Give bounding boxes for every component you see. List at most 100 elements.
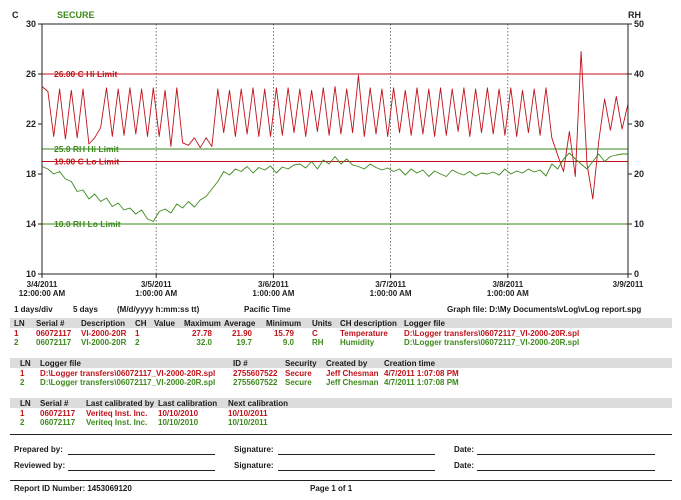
limit-lines: 26.00 C Hi Limit 19.00 C Lo Limit 25.0 RH …	[42, 69, 628, 229]
summary-row1-cell-6: 21.90	[231, 329, 252, 338]
summary-row1-cell-10[interactable]: D:\Logger transfers\06072117_VI-2000-20R…	[404, 329, 580, 338]
series-line-humidity	[41, 152, 628, 222]
summary-row2-cell-6: 19.7	[236, 338, 252, 347]
axis-ticks: 10 14 18 22 26 30 0 10 20 30 40 50 3/4/201112:00:00 …	[19, 19, 644, 298]
report-id: Report ID Number: 1453069120	[14, 484, 132, 493]
date-label-2: Date:	[454, 461, 475, 470]
summary-row1-cell-3: 1	[135, 329, 140, 338]
prepared-by-line[interactable]	[68, 454, 215, 455]
left-axis-label: C	[12, 10, 19, 20]
x-tick-time-3: 1:00:00 AM	[370, 289, 412, 298]
logger-row2-cell-2: 2755607522	[233, 378, 278, 387]
logger-row2-cell-1[interactable]: D:\Logger transfers\06072117_VI-2000-20R…	[40, 378, 216, 387]
left-tick-label-3: 22	[26, 119, 36, 129]
x-tick-time-0: 12:00:00 AM	[19, 289, 66, 298]
footer-rule	[10, 480, 672, 481]
logger-row2-cell-5: 4/7/2011 1:07:08 PM	[384, 378, 459, 387]
calib-row2-cell-3: 10/10/2010	[158, 418, 199, 427]
left-tick-label-5: 30	[26, 19, 36, 29]
logger-row1-cell-3: Secure	[285, 369, 312, 378]
summary-header-1: Serial #	[36, 319, 65, 328]
summary-row2-cell-7: 9.0	[282, 338, 294, 347]
date-format: (M/d/yyyy h:mm:ss tt)	[117, 305, 200, 314]
limit-label-0: 26.00 C Hi Limit	[54, 69, 117, 79]
limit-label-3: 10.0 RH Lo Limit	[54, 219, 121, 229]
chart-title: SECURE	[57, 10, 95, 20]
signature-line-2[interactable]	[278, 470, 435, 471]
right-tick-label-4: 40	[634, 69, 644, 79]
summary-header-6: Average	[224, 319, 256, 328]
summary-row2-cell-3: 2	[135, 338, 140, 347]
summary-row2-cell-10[interactable]: D:\Logger transfers\06072117_VI-2000-20R…	[404, 338, 580, 347]
calib-header-1: Serial #	[40, 399, 69, 408]
table2-header-bg	[10, 358, 672, 368]
calib-row1-cell-3: 10/10/2010	[158, 409, 199, 418]
signature-label-2: Signature:	[234, 461, 274, 470]
calib-row2-cell-1: 06072117	[40, 418, 76, 427]
logger-row2-cell-3: Secure	[285, 378, 312, 387]
calib-header-3: Last calibration	[158, 399, 218, 408]
reviewed-by-line[interactable]	[68, 470, 215, 471]
x-tick-date-3: 3/7/2011	[375, 280, 406, 289]
date-label-1: Date:	[454, 445, 475, 454]
table1-header-bg	[10, 318, 672, 328]
summary-row2-cell-5: 32.0	[196, 338, 212, 347]
x-tick-date-4: 3/8/2011	[492, 280, 523, 289]
calib-row2-cell-2: Veriteq Inst. Inc.	[86, 418, 148, 427]
summary-row1-cell-7: 15.79	[273, 329, 294, 338]
x-tick-date-1: 3/5/2011	[141, 280, 172, 289]
summary-header-10: Logger file	[404, 319, 445, 328]
logger-header-5: Creation time	[384, 359, 436, 368]
time-zone: Pacific Time	[244, 305, 291, 314]
series-line-temperature	[41, 51, 629, 200]
logger-row1-cell-0: 1	[20, 369, 25, 378]
right-tick-label-5: 50	[634, 19, 644, 29]
x-tick-time-2: 1:00:00 AM	[252, 289, 294, 298]
left-tick-label-2: 18	[26, 169, 36, 179]
logger-row2-cell-0: 2	[20, 378, 25, 387]
x-tick-date-5: 3/9/2011	[613, 280, 644, 289]
prepared-by-label: Prepared by:	[14, 445, 63, 454]
logger-header-0: LN	[20, 359, 31, 368]
summary-header-0: LN	[14, 319, 25, 328]
calib-header-2: Last calibrated by	[86, 399, 155, 408]
logger-row1-cell-2: 2755607522	[233, 369, 278, 378]
x-tick-date-2: 3/6/2011	[258, 280, 289, 289]
summary-header-4: Value	[154, 319, 175, 328]
calib-row1-cell-0: 1	[20, 409, 25, 418]
signature-label-1: Signature:	[234, 445, 274, 454]
x-tick-date-0: 3/4/2011	[27, 280, 58, 289]
logger-header-1: Logger file	[40, 359, 81, 368]
reviewed-by-label: Reviewed by:	[14, 461, 66, 470]
date-line-2[interactable]	[477, 470, 655, 471]
right-axis-label: RH	[628, 10, 641, 20]
right-tick-label-0: 0	[634, 269, 639, 279]
calib-row1-cell-4: 10/10/2011	[228, 409, 268, 418]
plot-frame	[41, 23, 629, 275]
signature-line-1[interactable]	[278, 454, 435, 455]
date-line-1[interactable]	[477, 454, 655, 455]
calib-row1-cell-2: Veriteq Inst. Inc.	[86, 409, 148, 418]
left-tick-label-1: 14	[26, 219, 36, 229]
right-tick-label-1: 10	[634, 219, 644, 229]
page-number: Page 1 of 1	[310, 484, 353, 493]
graph-file: Graph file: D:\My Documents\vLog\vLog re…	[447, 305, 642, 314]
days-per-div: 1 days/div	[14, 305, 53, 314]
summary-row2-cell-1: 06072117	[36, 338, 72, 347]
logger-header-2: ID #	[233, 359, 248, 368]
logger-row1-cell-4: Jeff Chesman	[326, 369, 379, 378]
calib-header-0: LN	[20, 399, 31, 408]
right-tick-label-3: 30	[634, 119, 644, 129]
summary-row2-cell-9: Humidity	[340, 338, 375, 347]
summary-row1-cell-5: 27.78	[191, 329, 212, 338]
summary-header-8: Units	[312, 319, 332, 328]
left-tick-label-4: 26	[26, 69, 36, 79]
summary-row2-cell-0: 2	[14, 338, 19, 347]
summary-row2-cell-2: VI-2000-20R	[81, 338, 127, 347]
summary-header-9: CH description	[340, 319, 397, 328]
right-tick-label-2: 20	[634, 169, 644, 179]
left-tick-label-0: 10	[26, 269, 36, 279]
table3-header-bg	[10, 398, 672, 408]
logger-row1-cell-1[interactable]: D:\Logger transfers\06072117_VI-2000-20R…	[40, 369, 216, 378]
summary-row1-cell-0: 1	[14, 329, 19, 338]
